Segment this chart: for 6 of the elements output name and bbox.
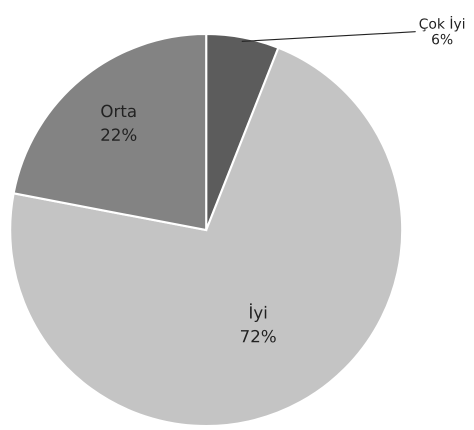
slice-label: Orta bbox=[101, 104, 136, 118]
slice-label: Çok İyi bbox=[420, 16, 464, 32]
data-label: 22% bbox=[101, 128, 136, 142]
data-label: 6% bbox=[432, 34, 452, 44]
data-label: 72% bbox=[240, 330, 276, 342]
slice-label: İyi bbox=[250, 303, 266, 322]
